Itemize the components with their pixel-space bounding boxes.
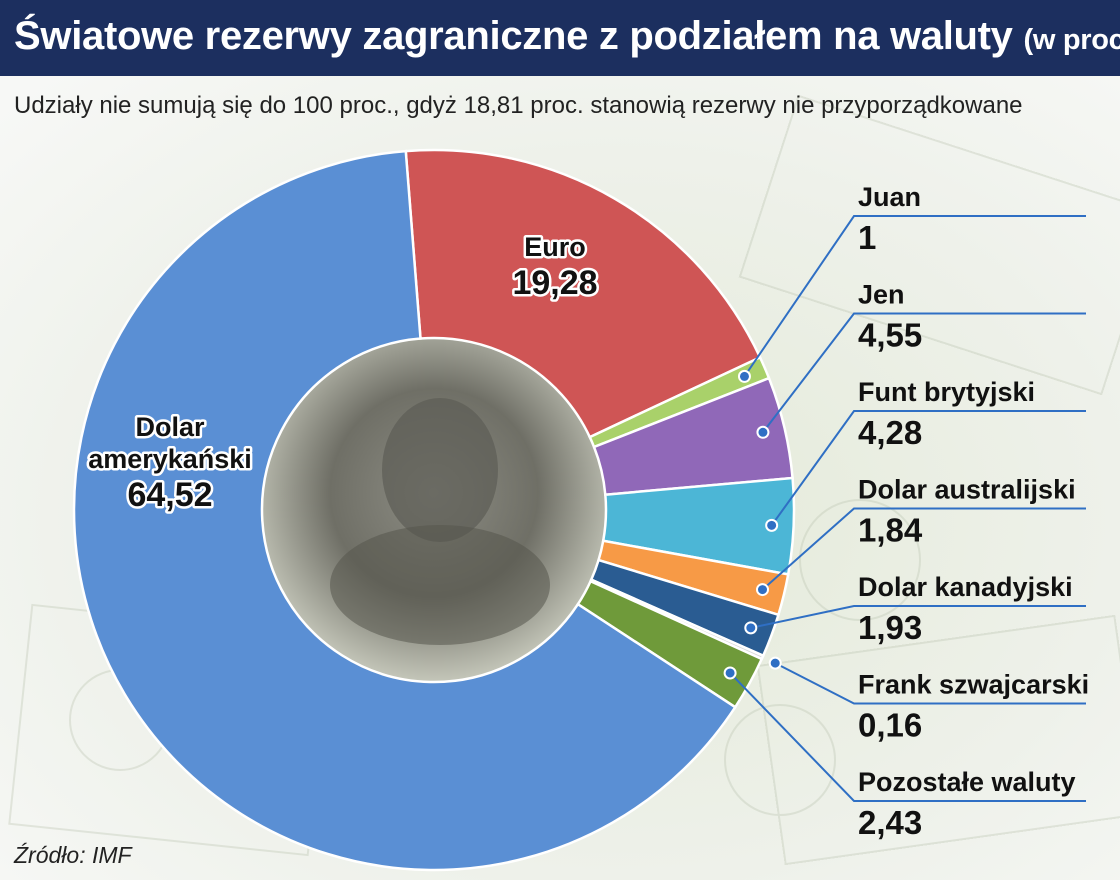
label-name-jen: Jen	[858, 280, 905, 310]
leader-line-dolar-kanadyjski	[750, 605, 1086, 629]
chart-subtitle: Udziały nie sumują się do 100 proc., gdy…	[14, 92, 1023, 119]
leader-dot-pozostale-waluty	[723, 666, 737, 680]
leader-line-frank-szwajcarski	[774, 662, 1086, 705]
leader-line-juan	[743, 215, 1086, 377]
leader-dot-juan	[737, 369, 751, 383]
label-value-jen: 4,55	[858, 317, 922, 354]
leader-line-pozostale-waluty	[729, 672, 1086, 802]
chart-title: Światowe rezerwy zagraniczne z podziałem…	[14, 14, 1120, 59]
inside-value-dolar-amerykanski: 64,52	[127, 476, 212, 514]
inside-name-dolar-amerykanski-0: Dolar	[135, 412, 205, 442]
slice-euro	[404, 148, 762, 439]
leader-dot-frank-szwajcarski	[768, 656, 782, 670]
title-unit: (w proc.)	[1023, 24, 1120, 56]
slice-dolar-amerykanski	[72, 149, 737, 872]
label-name-pozostale-waluty: Pozostałe waluty	[858, 767, 1076, 797]
source-note: Źródło: IMF	[14, 842, 132, 868]
label-value-funt-brytyjski: 4,28	[858, 414, 922, 451]
title-text: Światowe rezerwy zagraniczne z podziałem…	[14, 14, 1013, 58]
label-name-juan: Juan	[858, 182, 921, 212]
inside-name-dolar-amerykanski-1: amerykański	[88, 444, 252, 474]
leader-line-jen	[762, 312, 1086, 433]
leader-dot-funt-brytyjski	[765, 518, 779, 532]
inside-value-euro: 19,28	[512, 264, 597, 302]
label-value-frank-szwajcarski: 0,16	[858, 707, 922, 744]
inside-name-euro-0: Euro	[524, 232, 586, 262]
label-value-juan: 1	[858, 219, 876, 256]
label-name-frank-szwajcarski: Frank szwajcarski	[858, 670, 1089, 700]
leader-line-dolar-australijski	[761, 507, 1086, 591]
leader-dot-jen	[756, 425, 770, 439]
leader-line-funt-brytyjski	[770, 410, 1086, 526]
label-value-dolar-kanadyjski: 1,93	[858, 609, 922, 646]
label-name-dolar-kanadyjski: Dolar kanadyjski	[858, 572, 1073, 602]
label-value-dolar-australijski: 1,84	[858, 512, 923, 549]
leader-dot-dolar-australijski	[755, 583, 769, 597]
label-name-funt-brytyjski: Funt brytyjski	[858, 377, 1035, 407]
leader-dot-dolar-kanadyjski	[744, 621, 758, 635]
label-name-dolar-australijski: Dolar australijski	[858, 475, 1076, 505]
label-value-pozostale-waluty: 2,43	[858, 804, 922, 841]
title-bar: Światowe rezerwy zagraniczne z podziałem…	[0, 0, 1120, 76]
